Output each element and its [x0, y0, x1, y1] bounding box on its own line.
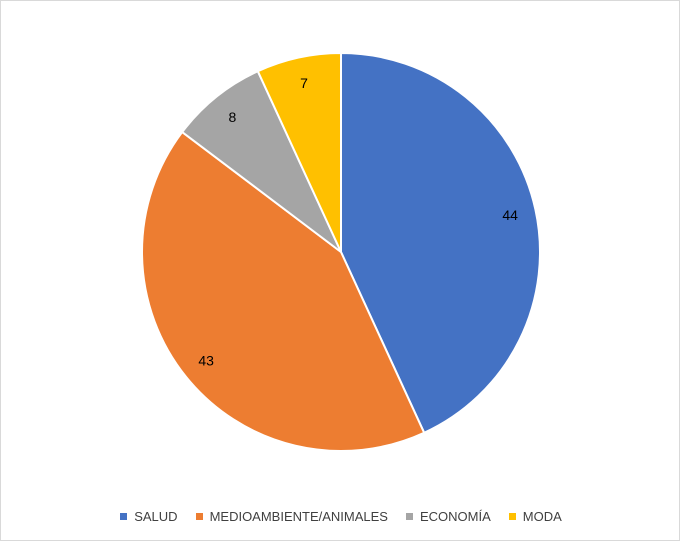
legend-swatch-salud [120, 513, 128, 520]
legend-label-salud: SALUD [134, 509, 178, 524]
legend-item-economia: ECONOMÍA [405, 509, 491, 524]
data-label-medioambiente: 43 [198, 353, 214, 369]
legend-label-medioambiente: MEDIOAMBIENTE/ANIMALES [209, 509, 388, 524]
data-label-economia: 8 [229, 109, 237, 125]
legend-item-medioambiente: MEDIOAMBIENTE/ANIMALES [195, 509, 388, 524]
pie-slice-medioambiente [141, 130, 426, 452]
data-label-moda: 7 [300, 75, 308, 91]
pie-slice-economia [180, 69, 342, 253]
legend-swatch-economia [405, 513, 413, 520]
legend-swatch-medioambiente [195, 513, 203, 520]
data-label-salud: 44 [502, 207, 518, 223]
pie-slice-moda [256, 51, 342, 253]
legend: SALUD MEDIOAMBIENTE/ANIMALES ECONOMÍA MO… [1, 509, 680, 524]
legend-label-economia: ECONOMÍA [419, 509, 491, 524]
legend-item-salud: SALUD [120, 509, 178, 524]
pie-slice-salud [340, 51, 541, 435]
legend-swatch-moda [508, 513, 516, 520]
legend-label-moda: MODA [522, 509, 562, 524]
legend-item-moda: MODA [508, 509, 562, 524]
